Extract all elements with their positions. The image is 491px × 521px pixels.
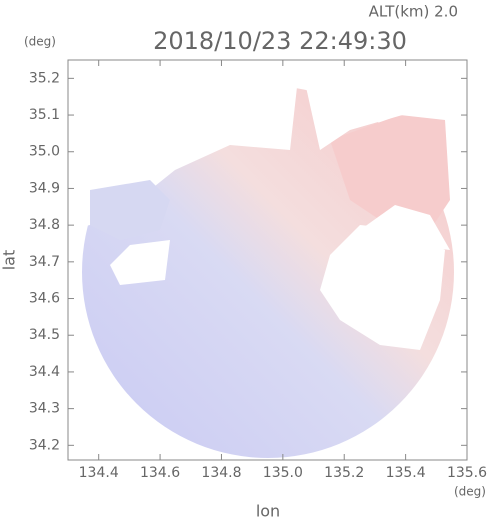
plot-frame [67, 59, 468, 461]
x-tick-label: 135.2 [324, 465, 364, 481]
x-tick-label: 134.4 [79, 465, 119, 481]
y-tick-label: 34.5 [29, 327, 60, 343]
y-axis-label: lat [0, 250, 19, 271]
y-unit: (deg) [24, 35, 56, 49]
x-tick-label: 134.8 [201, 465, 241, 481]
y-tick-label: 34.4 [29, 364, 60, 380]
subtitle: ALT(km) 2.0 [369, 3, 458, 21]
y-tick-label: 35.2 [29, 70, 60, 86]
y-tick-label: 34.2 [29, 437, 60, 453]
x-tick-label: 135.0 [263, 465, 303, 481]
y-tick-label: 34.3 [29, 401, 60, 417]
y-tick-label: 35.1 [29, 107, 60, 123]
x-unit: (deg) [454, 485, 486, 499]
x-tick-label: 134.6 [140, 465, 180, 481]
y-tick-label: 34.8 [29, 217, 60, 233]
y-tick-label: 34.7 [29, 254, 60, 270]
x-tick-label: 135.4 [386, 465, 426, 481]
radar-field [68, 60, 467, 458]
y-tick-label: 34.6 [29, 291, 60, 307]
x-tick-label: 135.6 [447, 465, 487, 481]
y-tick-label: 35.0 [29, 144, 60, 160]
y-tick-label: 34.9 [29, 180, 60, 196]
x-axis-label: lon [256, 502, 280, 521]
chart-title: 2018/10/23 22:49:30 [153, 27, 407, 55]
